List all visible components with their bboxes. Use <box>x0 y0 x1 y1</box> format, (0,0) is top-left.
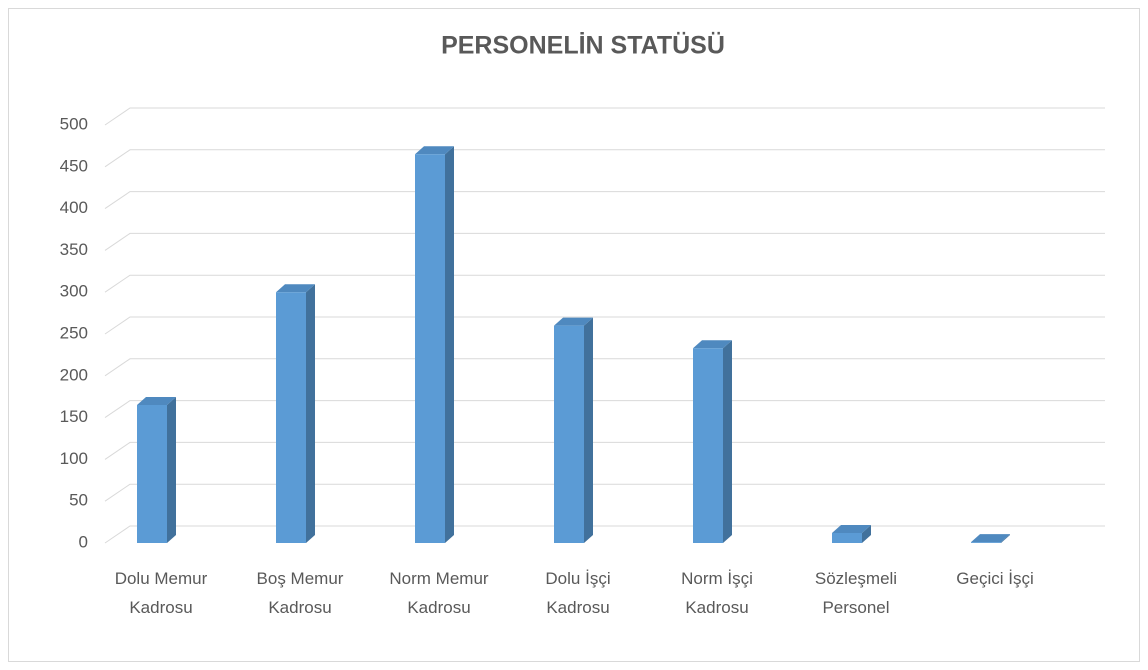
bar-top <box>554 317 593 326</box>
x-tick-label: Dolu Memur Kadrosu <box>114 569 208 617</box>
grid-line <box>104 358 1105 377</box>
bar <box>971 534 1010 543</box>
grid-line <box>104 316 1105 335</box>
chart-title: PERSONELİN STATÜSÜ <box>441 31 725 60</box>
bar-side <box>1001 534 1010 543</box>
bar <box>554 317 593 543</box>
y-tick-label: 400 <box>60 198 88 217</box>
bar-side <box>167 397 176 543</box>
y-tick-label: 500 <box>60 114 88 133</box>
x-tick-label: Norm Memur Kadrosu <box>389 569 489 617</box>
x-tick-label: Geçici İşçi <box>956 569 1034 588</box>
grid-line <box>104 107 1105 126</box>
bar-side <box>723 340 732 543</box>
y-tick-label: 350 <box>60 240 88 259</box>
bar-top <box>832 524 871 533</box>
bar-front <box>554 325 584 543</box>
y-tick-label: 200 <box>60 365 88 384</box>
bar-front <box>693 348 723 543</box>
grid-line <box>104 400 1105 419</box>
bar-side <box>584 317 593 543</box>
bar <box>693 340 732 543</box>
y-tick-label: 150 <box>60 407 88 426</box>
x-tick-label: Norm İşçi Kadrosu <box>681 569 753 617</box>
grid-line <box>104 441 1105 460</box>
bar <box>832 524 871 543</box>
y-tick-label: 0 <box>79 532 88 551</box>
x-tick-label: Sözleşmeli Personel <box>814 569 898 617</box>
y-tick-label: 300 <box>60 282 88 301</box>
bar-top <box>276 284 315 293</box>
y-tick-label: 450 <box>60 156 88 175</box>
grid-line <box>104 191 1105 210</box>
grid-line <box>104 483 1105 502</box>
bar-top <box>415 146 454 155</box>
bar-top <box>971 534 1010 543</box>
bar-front <box>137 405 167 543</box>
y-tick-label: 100 <box>60 449 88 468</box>
bar-top <box>693 340 732 349</box>
x-tick-label: Boş Memur Kadrosu <box>256 569 344 617</box>
bar-front <box>832 532 862 543</box>
grid-line <box>104 525 1105 544</box>
y-tick-label: 250 <box>60 323 88 342</box>
bar-side <box>445 146 454 543</box>
bar <box>415 146 454 543</box>
bar-front <box>971 542 1001 543</box>
bar <box>137 397 176 543</box>
grid-line <box>104 232 1105 251</box>
bar-side <box>306 284 315 543</box>
bar-front <box>276 292 306 543</box>
bar-top <box>137 397 176 406</box>
x-tick-label: Dolu İşçi Kadrosu <box>545 569 611 617</box>
bar <box>276 284 315 543</box>
bar-front <box>415 154 445 543</box>
bar-side <box>862 524 871 543</box>
grid-line <box>104 274 1105 293</box>
grid-line <box>104 149 1105 168</box>
y-tick-label: 50 <box>69 491 88 510</box>
